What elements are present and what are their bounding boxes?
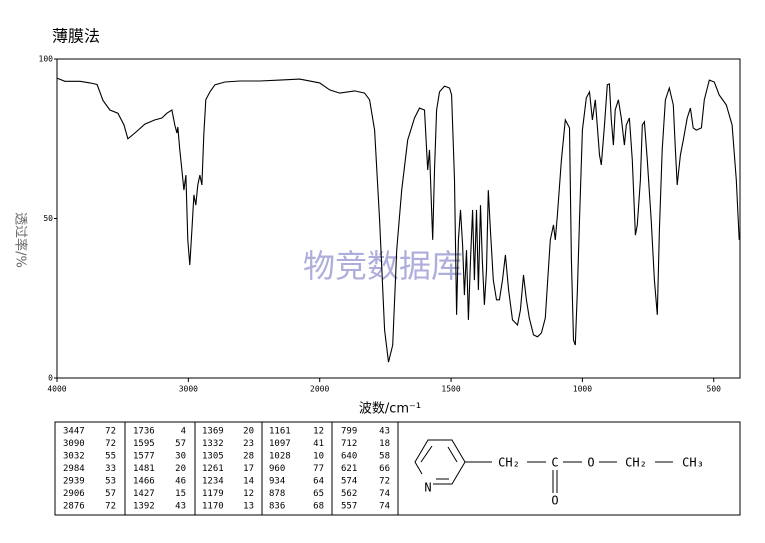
peak-transmittance: 18 xyxy=(379,439,390,449)
peak-transmittance: 55 xyxy=(105,452,116,462)
peak-wavenumber: 2984 xyxy=(63,464,85,474)
x-tick-label: 500 xyxy=(707,385,722,394)
peak-transmittance: 4 xyxy=(181,427,186,437)
chart-title: 薄膜法 xyxy=(52,27,100,46)
peak-wavenumber: 1427 xyxy=(133,489,155,499)
atom-label: C xyxy=(551,456,558,470)
atom-label: CH₃ xyxy=(682,456,704,470)
peak-transmittance: 33 xyxy=(105,464,116,474)
peak-wavenumber: 1369 xyxy=(202,427,224,437)
peak-wavenumber: 1097 xyxy=(269,439,291,449)
watermark: 物竞数据库 xyxy=(303,247,463,285)
peak-wavenumber: 2906 xyxy=(63,489,85,499)
peak-transmittance: 57 xyxy=(105,489,116,499)
peak-transmittance: 41 xyxy=(313,439,324,449)
x-tick-label: 3000 xyxy=(179,385,198,394)
peak-transmittance: 74 xyxy=(379,489,390,499)
peak-transmittance: 57 xyxy=(175,439,186,449)
y-tick-label: 50 xyxy=(43,214,53,223)
x-tick-label: 1500 xyxy=(441,385,460,394)
atom-label: CH₂ xyxy=(625,456,647,470)
table-dividers xyxy=(124,422,399,515)
peak-transmittance: 58 xyxy=(379,452,390,462)
x-tick-label: 1000 xyxy=(573,385,592,394)
peak-transmittance: 23 xyxy=(243,439,254,449)
peak-wavenumber: 562 xyxy=(341,489,357,499)
peak-wavenumber: 1736 xyxy=(133,427,155,437)
peak-wavenumber: 712 xyxy=(341,439,357,449)
peak-wavenumber: 1305 xyxy=(202,452,224,462)
peak-transmittance: 77 xyxy=(313,464,324,474)
peak-transmittance: 72 xyxy=(105,439,116,449)
peak-transmittance: 17 xyxy=(243,464,254,474)
peak-wavenumber: 1161 xyxy=(269,427,291,437)
peak-transmittance: 30 xyxy=(175,452,186,462)
peak-transmittance: 14 xyxy=(243,477,254,487)
peak-wavenumber: 621 xyxy=(341,464,357,474)
peak-wavenumber: 1234 xyxy=(202,477,224,487)
peak-wavenumber: 640 xyxy=(341,452,357,462)
peak-wavenumber: 799 xyxy=(341,427,357,437)
peak-wavenumber: 1332 xyxy=(202,439,224,449)
x-tick-label: 4000 xyxy=(47,385,66,394)
pyridine-ring xyxy=(414,439,466,485)
peak-wavenumber: 1261 xyxy=(202,464,224,474)
peak-wavenumber: 1595 xyxy=(133,439,155,449)
peak-transmittance: 28 xyxy=(243,452,254,462)
peak-wavenumber: 934 xyxy=(269,477,285,487)
y-tick-label: 0 xyxy=(48,374,53,383)
peak-wavenumber: 1170 xyxy=(202,502,224,512)
spectrum-line xyxy=(56,77,740,363)
peak-wavenumber: 3032 xyxy=(63,452,85,462)
peak-transmittance: 53 xyxy=(105,477,116,487)
peak-wavenumber: 836 xyxy=(269,502,285,512)
peak-transmittance: 72 xyxy=(379,477,390,487)
atom-label: O xyxy=(551,494,558,508)
peak-transmittance: 72 xyxy=(105,427,116,437)
peak-wavenumber: 878 xyxy=(269,489,285,499)
y-tick-label: 100 xyxy=(39,55,54,64)
peak-transmittance: 74 xyxy=(379,502,390,512)
peak-transmittance: 43 xyxy=(379,427,390,437)
peak-transmittance: 68 xyxy=(313,502,324,512)
peak-wavenumber: 1028 xyxy=(269,452,291,462)
atom-label: O xyxy=(587,456,594,470)
peak-transmittance: 72 xyxy=(105,502,116,512)
peak-wavenumber: 1466 xyxy=(133,477,155,487)
peak-transmittance: 12 xyxy=(313,427,324,437)
x-axis-label: 波数/cm⁻¹ xyxy=(359,402,421,417)
x-tick-label: 2000 xyxy=(310,385,329,394)
peak-transmittance: 43 xyxy=(175,502,186,512)
peak-wavenumber: 574 xyxy=(341,477,357,487)
peak-wavenumber: 1481 xyxy=(133,464,155,474)
peak-transmittance: 65 xyxy=(313,489,324,499)
atom-label: N xyxy=(424,481,431,495)
peak-transmittance: 10 xyxy=(313,452,324,462)
double-bond xyxy=(447,446,458,463)
peak-wavenumber: 557 xyxy=(341,502,357,512)
peak-wavenumber: 3090 xyxy=(63,439,85,449)
peak-transmittance: 66 xyxy=(379,464,390,474)
peak-wavenumber: 2876 xyxy=(63,502,85,512)
peak-transmittance: 46 xyxy=(175,477,186,487)
peak-transmittance: 64 xyxy=(313,477,324,487)
y-axis-label: 透过率/% xyxy=(13,212,29,268)
peak-transmittance: 12 xyxy=(243,489,254,499)
peak-wavenumber: 2939 xyxy=(63,477,85,487)
peak-wavenumber: 3447 xyxy=(63,427,85,437)
peak-wavenumber: 1392 xyxy=(133,502,155,512)
peak-transmittance: 20 xyxy=(243,427,254,437)
peak-transmittance: 15 xyxy=(175,489,186,499)
structure-bonds xyxy=(414,439,673,493)
atom-label: CH₂ xyxy=(498,456,520,470)
double-bond xyxy=(420,445,433,463)
peak-wavenumber: 1577 xyxy=(133,452,155,462)
peak-transmittance: 13 xyxy=(243,502,254,512)
peak-wavenumber: 960 xyxy=(269,464,285,474)
peak-transmittance: 20 xyxy=(175,464,186,474)
peak-wavenumber: 1179 xyxy=(202,489,224,499)
